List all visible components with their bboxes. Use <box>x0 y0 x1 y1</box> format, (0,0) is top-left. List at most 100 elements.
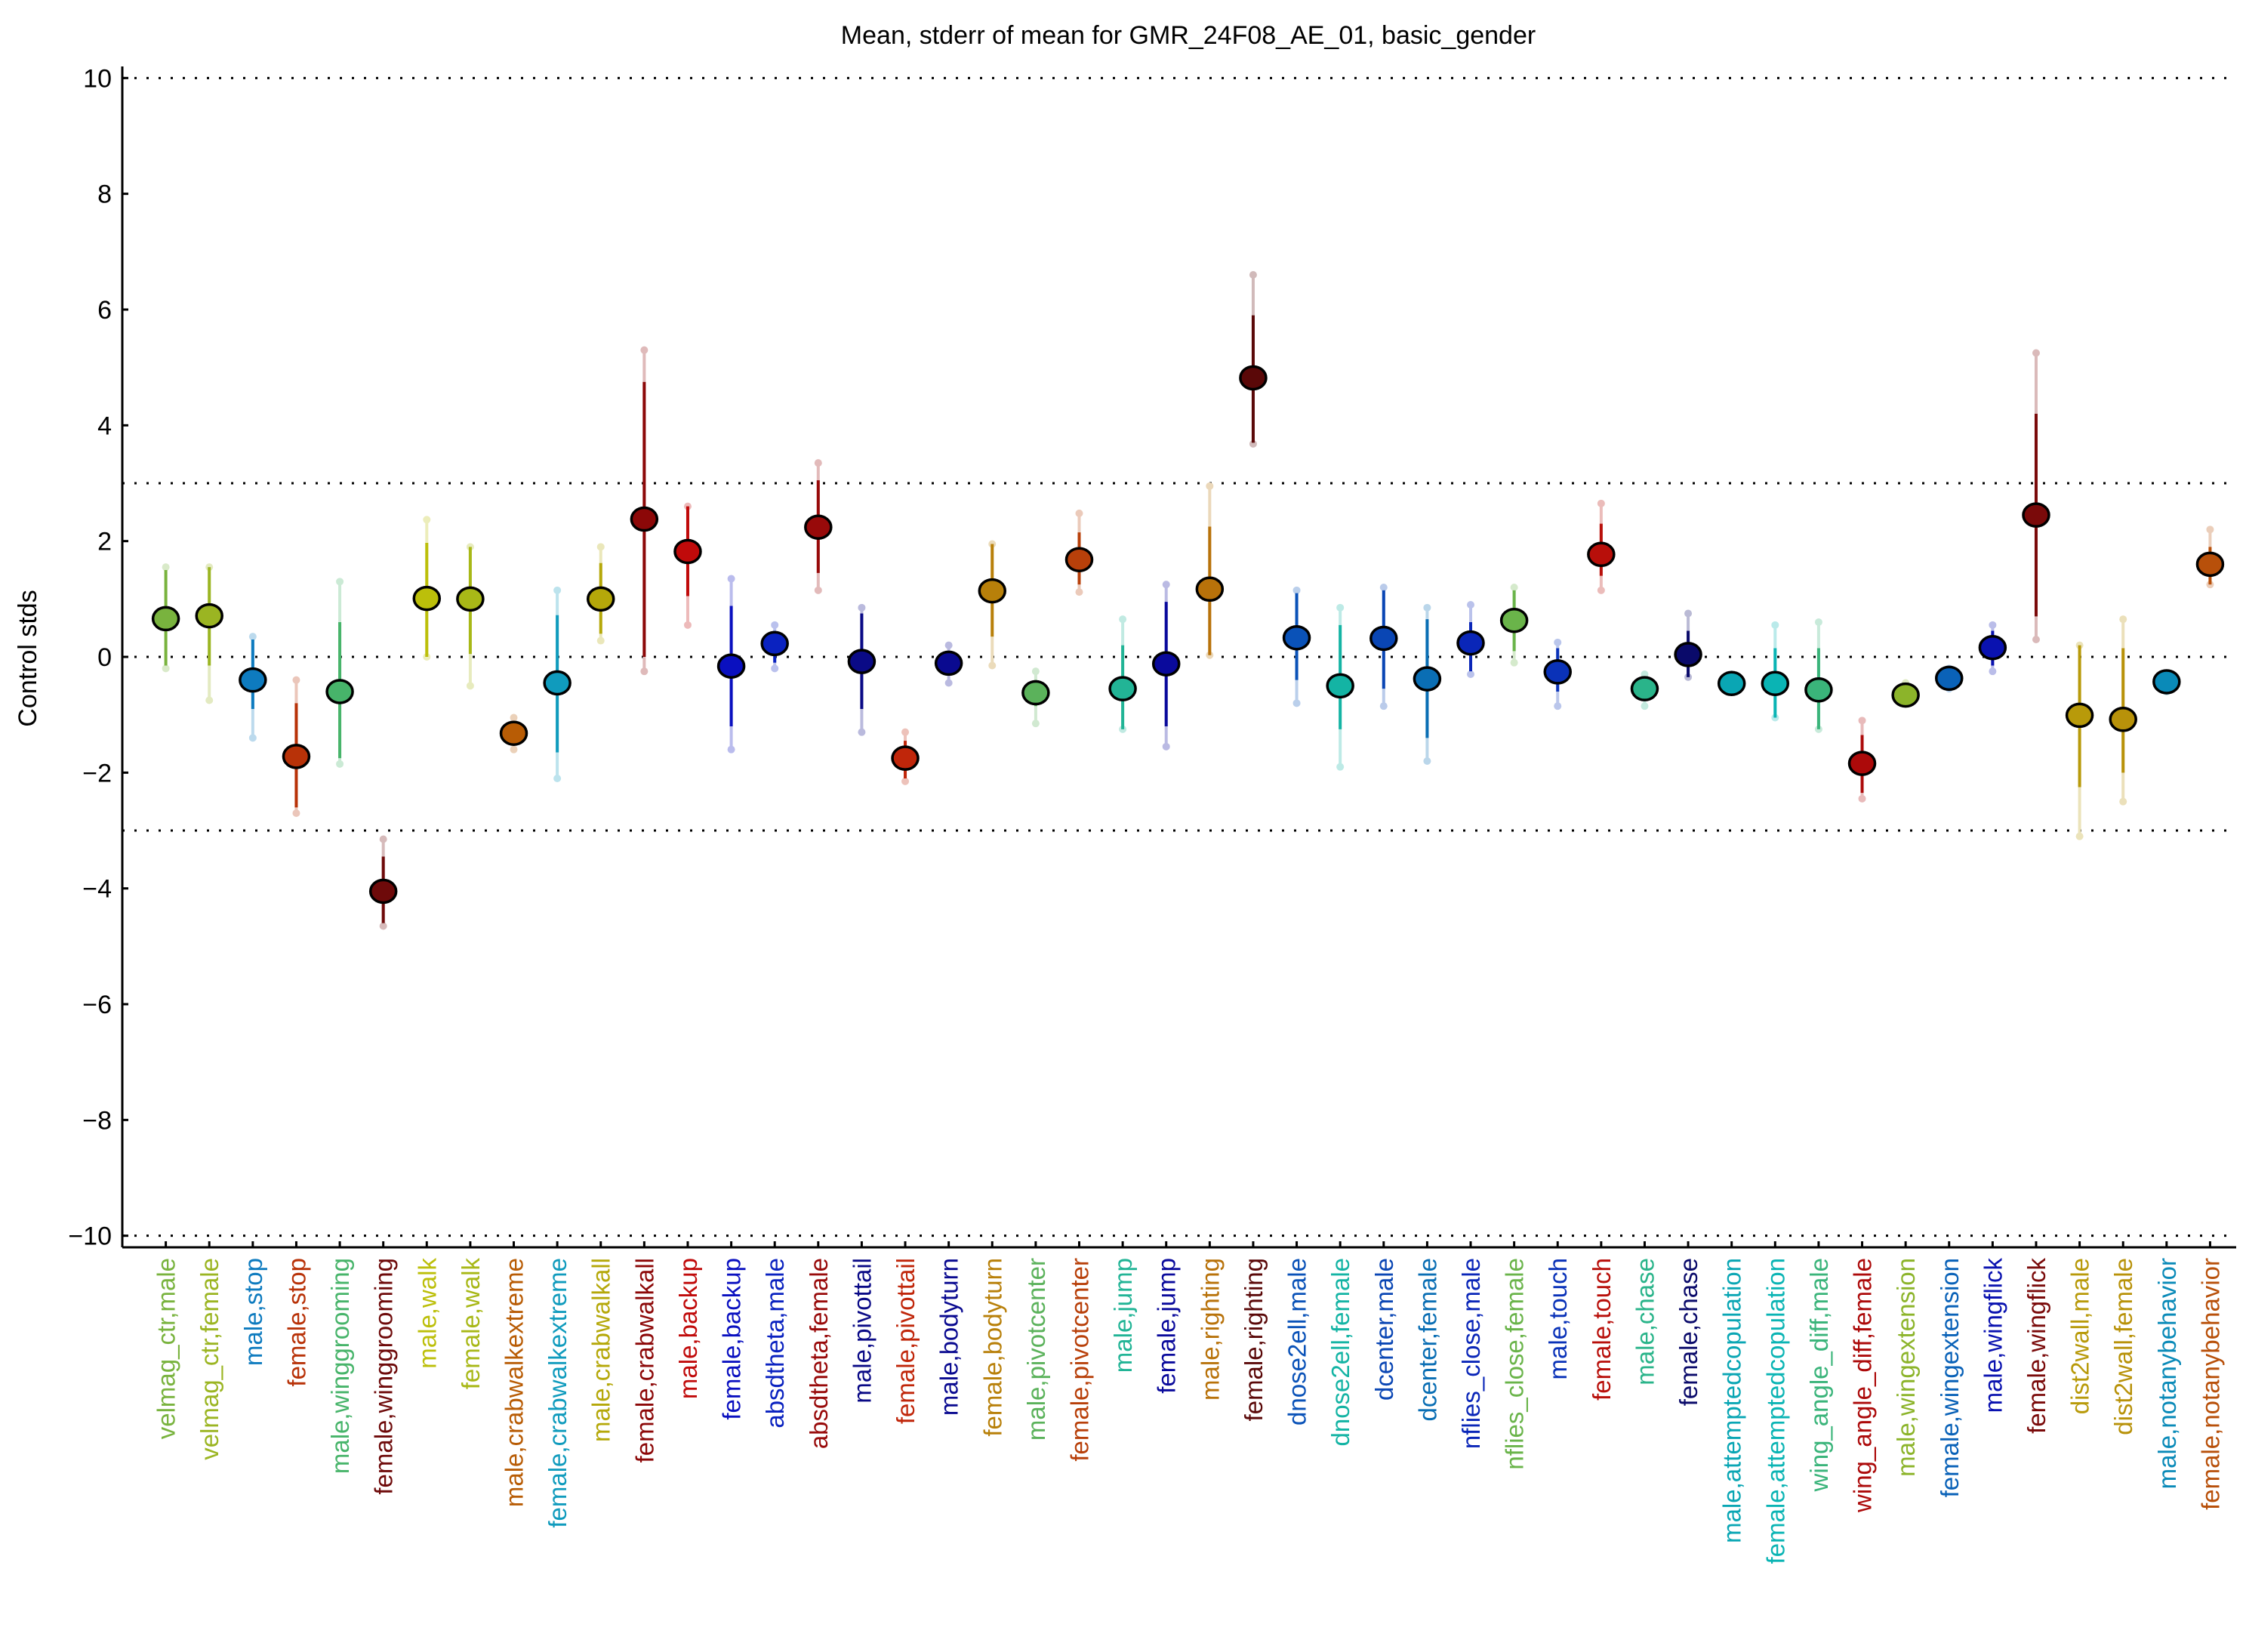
x-tick-label: male,attemptedcopulation <box>1718 1258 1746 1543</box>
range-max-dot <box>1814 618 1822 626</box>
range-min-dot <box>553 775 562 782</box>
data-point-group <box>2022 349 2050 643</box>
x-tick-label: male,notanybehavior <box>2153 1258 2181 1489</box>
mean-marker <box>1847 750 1877 776</box>
x-tick-label: male,pivottail <box>848 1258 876 1404</box>
range-max-dot <box>423 516 431 524</box>
range-min-dot <box>683 621 692 629</box>
data-point-group <box>282 676 311 817</box>
range-min-dot <box>379 922 387 930</box>
data-point-group <box>804 459 833 594</box>
range-max-dot <box>2119 615 2127 624</box>
x-tick-label: dist2wall,male <box>2066 1258 2094 1414</box>
range-min-dot <box>727 745 735 754</box>
range-min-dot <box>596 636 605 645</box>
range-max-dot <box>1119 615 1127 624</box>
mean-marker <box>2109 707 2137 732</box>
mean-marker <box>1978 634 2007 661</box>
x-tick-label: dcenter,male <box>1370 1258 1398 1401</box>
mean-marker <box>1587 541 1616 568</box>
range-max-dot <box>336 578 344 586</box>
mean-marker <box>1761 670 1790 697</box>
range-min-dot <box>988 661 997 670</box>
data-point-group <box>630 346 659 676</box>
x-tick-label: male,righting <box>1196 1258 1224 1401</box>
x-tick-label: female,walk <box>457 1258 485 1390</box>
data-point-group <box>2195 525 2225 589</box>
mean-marker <box>543 670 572 696</box>
range-min-dot <box>510 745 518 754</box>
data-point-group <box>1282 586 1311 707</box>
chart-title: Mean, stderr of mean for GMR_24F08_AE_01… <box>841 21 1536 50</box>
y-tick-label: 2 <box>97 528 112 556</box>
x-tick-label: male,wingflick <box>1979 1258 2007 1413</box>
range-max-dot <box>771 621 779 629</box>
range-max-dot <box>2032 349 2040 357</box>
data-point-group <box>195 563 223 704</box>
x-tick-label: female,crabwalkall <box>630 1258 658 1462</box>
data-point-group <box>1847 717 1877 803</box>
data-point-group <box>1804 618 1833 733</box>
mean-marker <box>1891 682 1920 708</box>
x-tick-label: male,stop <box>239 1258 267 1366</box>
mean-marker <box>151 606 180 632</box>
x-tick-label: female,bodyturn <box>978 1258 1006 1437</box>
mean-marker <box>1674 642 1702 667</box>
mean-marker <box>586 586 615 612</box>
data-point-group <box>412 516 442 661</box>
range-min-dot <box>1075 588 1083 596</box>
mean-marker <box>1064 547 1094 572</box>
range-max-dot <box>1554 638 1562 646</box>
y-tick-label: 0 <box>97 643 112 672</box>
mean-marker <box>1108 676 1137 701</box>
mean-marker <box>1630 676 1659 701</box>
mean-marker <box>499 720 528 746</box>
range-max-dot <box>858 603 866 612</box>
data-point-group <box>847 603 877 736</box>
data-point-group <box>1674 609 1702 681</box>
range-min-dot <box>944 679 953 687</box>
data-point-group <box>1239 271 1268 448</box>
mean-marker <box>282 744 311 769</box>
range-max-dot <box>1597 499 1605 507</box>
mean-marker <box>978 578 1007 604</box>
range-min-dot <box>1423 757 1431 765</box>
mean-marker <box>1021 680 1050 706</box>
mean-marker <box>1935 665 1964 692</box>
x-tick-label: nflies_close,female <box>1501 1258 1529 1470</box>
mean-marker <box>716 653 746 680</box>
data-point-group <box>1717 670 1746 697</box>
data-point-group <box>586 543 615 645</box>
x-tick-label: female,winggrooming <box>370 1258 398 1495</box>
data-point-group <box>934 641 963 687</box>
range-min-dot <box>162 664 170 673</box>
mean-marker <box>195 603 223 629</box>
range-max-dot <box>1162 581 1170 589</box>
y-axis: 10 8 6 4 2 0 −2 −4 −6 −8 −10 <box>68 64 128 1251</box>
x-tick-label: dnose2ell,female <box>1326 1258 1354 1447</box>
x-tick-label: female,righting <box>1240 1258 1268 1421</box>
data-point-group <box>1978 621 2007 676</box>
x-axis <box>122 1241 2236 1249</box>
data-point-group <box>891 728 920 785</box>
range-max-dot <box>2206 525 2214 534</box>
range-min-dot <box>1292 699 1301 707</box>
mean-marker <box>891 745 920 771</box>
y-tick-label: −6 <box>82 991 112 1019</box>
x-tick-label: male,winggrooming <box>326 1258 354 1474</box>
range-max-dot <box>553 586 562 594</box>
range-min-dot <box>336 760 344 768</box>
data-marks <box>151 271 2225 930</box>
range-max-dot <box>901 728 910 736</box>
range-max-dot <box>640 346 649 354</box>
y-tick-label: 4 <box>97 411 112 440</box>
data-point-group <box>325 578 354 768</box>
mean-marker <box>2065 702 2094 729</box>
range-max-dot <box>1989 621 1997 629</box>
data-point-group <box>978 540 1007 670</box>
x-tick-label: dist2wall,female <box>2109 1258 2137 1435</box>
range-max-dot <box>1031 667 1040 676</box>
mean-marker <box>368 878 398 905</box>
range-max-dot <box>1423 603 1431 612</box>
x-tick-label: female,stop <box>282 1258 310 1387</box>
